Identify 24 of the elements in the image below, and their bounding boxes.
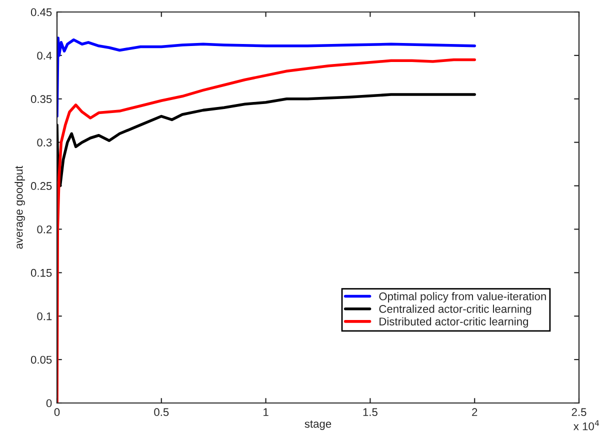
x-tick-label: 0	[54, 408, 60, 416]
y-tick-label: 0.05	[30, 356, 52, 364]
y-tick-label: 0.45	[30, 8, 52, 16]
x-tick-label: 1	[264, 408, 268, 416]
text: x 10$^{4}$	[574, 420, 600, 430]
x-tick-label: 1.5	[363, 408, 378, 416]
x-axis-title: stage	[304, 420, 332, 430]
y-tick-label: 0.4	[37, 52, 52, 60]
legend-label: Distributed actor-critic learning	[380, 317, 528, 328]
line-series	[57, 93, 476, 188]
y-tick-label: 0.15	[30, 268, 52, 277]
y-axis-title: average goodput	[14, 166, 25, 249]
y-tick-label: 0.2	[37, 225, 52, 234]
x-tick-label: 0.5	[154, 408, 169, 416]
y-tick-label: 0.3	[37, 138, 52, 146]
legend-label: Centralized actor-critic learning	[379, 304, 532, 316]
y-tick-label: 0	[46, 399, 52, 408]
x-tick-label: 2.5	[572, 408, 586, 416]
y-tick-label: 0.1	[37, 312, 52, 320]
y-tick-label: 0.25	[30, 182, 52, 190]
line-series	[57, 36, 476, 118]
legend-label: Optimal policy from value-iteration	[379, 292, 546, 302]
x-tick-label: 2	[472, 408, 478, 416]
y-tick-label: 0.35	[30, 95, 52, 104]
